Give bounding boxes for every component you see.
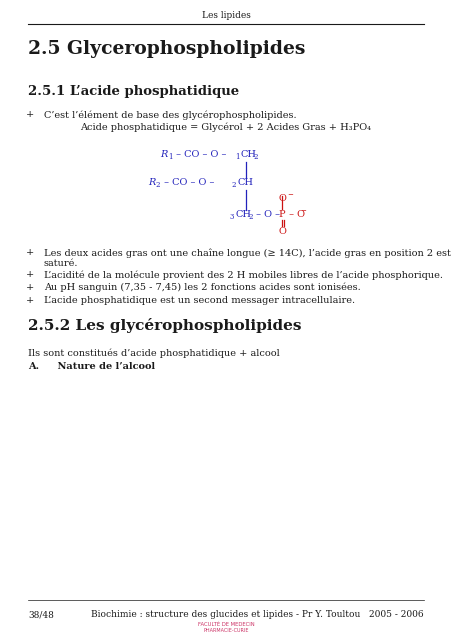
Text: 3: 3 — [230, 213, 234, 221]
Text: – CO – O –: – CO – O – — [173, 150, 229, 159]
Text: O: O — [278, 227, 286, 236]
Text: +: + — [26, 296, 34, 305]
Text: −: − — [286, 191, 292, 199]
Text: 2.5.2 Les glycérophospholipides: 2.5.2 Les glycérophospholipides — [28, 318, 301, 333]
Text: 2: 2 — [156, 181, 160, 189]
Text: CH: CH — [235, 210, 252, 219]
Text: Au pH sanguin (7,35 - 7,45) les 2 fonctions acides sont ionisées.: Au pH sanguin (7,35 - 7,45) les 2 foncti… — [44, 283, 360, 292]
Text: – CO – O –: – CO – O – — [161, 178, 217, 187]
Text: Les lipides: Les lipides — [201, 12, 250, 20]
Text: – O –: – O – — [253, 210, 282, 219]
Text: +: + — [26, 110, 34, 119]
Text: CH: CH — [238, 178, 253, 187]
Text: +: + — [26, 283, 34, 292]
Text: – O: – O — [285, 210, 304, 219]
Text: Les deux acides gras ont une chaîne longue (≥ 14C), l’acide gras en position 2 e: Les deux acides gras ont une chaîne long… — [44, 248, 451, 257]
Text: O: O — [278, 194, 286, 203]
Text: 2: 2 — [253, 153, 258, 161]
Text: 2.5 Glycerophospholipides: 2.5 Glycerophospholipides — [28, 40, 305, 58]
Text: FACULTÉ DE MEDECIN: FACULTÉ DE MEDECIN — [197, 622, 254, 627]
Text: L’acide phosphatidique est un second messager intracellulaire.: L’acide phosphatidique est un second mes… — [44, 296, 354, 305]
Text: Nature de l’alcool: Nature de l’alcool — [44, 362, 155, 371]
Text: +: + — [26, 270, 34, 279]
Text: P: P — [277, 210, 284, 219]
Text: +: + — [26, 248, 34, 257]
Text: 2: 2 — [249, 213, 253, 221]
Text: 2: 2 — [231, 181, 236, 189]
Text: saturé.: saturé. — [44, 259, 78, 268]
Text: A.: A. — [28, 362, 39, 371]
Text: L’acidité de la molécule provient des 2 H mobiles libres de l’acide phosphorique: L’acidité de la molécule provient des 2 … — [44, 270, 442, 280]
Text: 2.5.1 L’acide phosphatidique: 2.5.1 L’acide phosphatidique — [28, 85, 239, 98]
Text: 1: 1 — [168, 153, 172, 161]
Text: Acide phosphatidique = Glycérol + 2 Acides Gras + H₃PO₄: Acide phosphatidique = Glycérol + 2 Acid… — [80, 122, 371, 131]
Text: Ils sont constitués d’acide phosphatidique + alcool: Ils sont constitués d’acide phosphatidiq… — [28, 348, 279, 358]
Text: 38/48: 38/48 — [28, 610, 54, 619]
Text: Biochimie : structure des glucides et lipides - Pr Y. Toultou: Biochimie : structure des glucides et li… — [91, 610, 360, 619]
Text: 2005 - 2006: 2005 - 2006 — [368, 610, 423, 619]
Text: C’est l’élément de base des glycérophospholipides.: C’est l’élément de base des glycérophosp… — [44, 110, 296, 120]
Text: R: R — [147, 178, 155, 187]
Text: R: R — [160, 150, 167, 159]
Text: −: − — [299, 207, 305, 215]
Text: CH: CH — [240, 150, 257, 159]
Text: PHARMACIE-CURIE: PHARMACIE-CURIE — [203, 628, 248, 633]
Text: 1: 1 — [235, 153, 239, 161]
